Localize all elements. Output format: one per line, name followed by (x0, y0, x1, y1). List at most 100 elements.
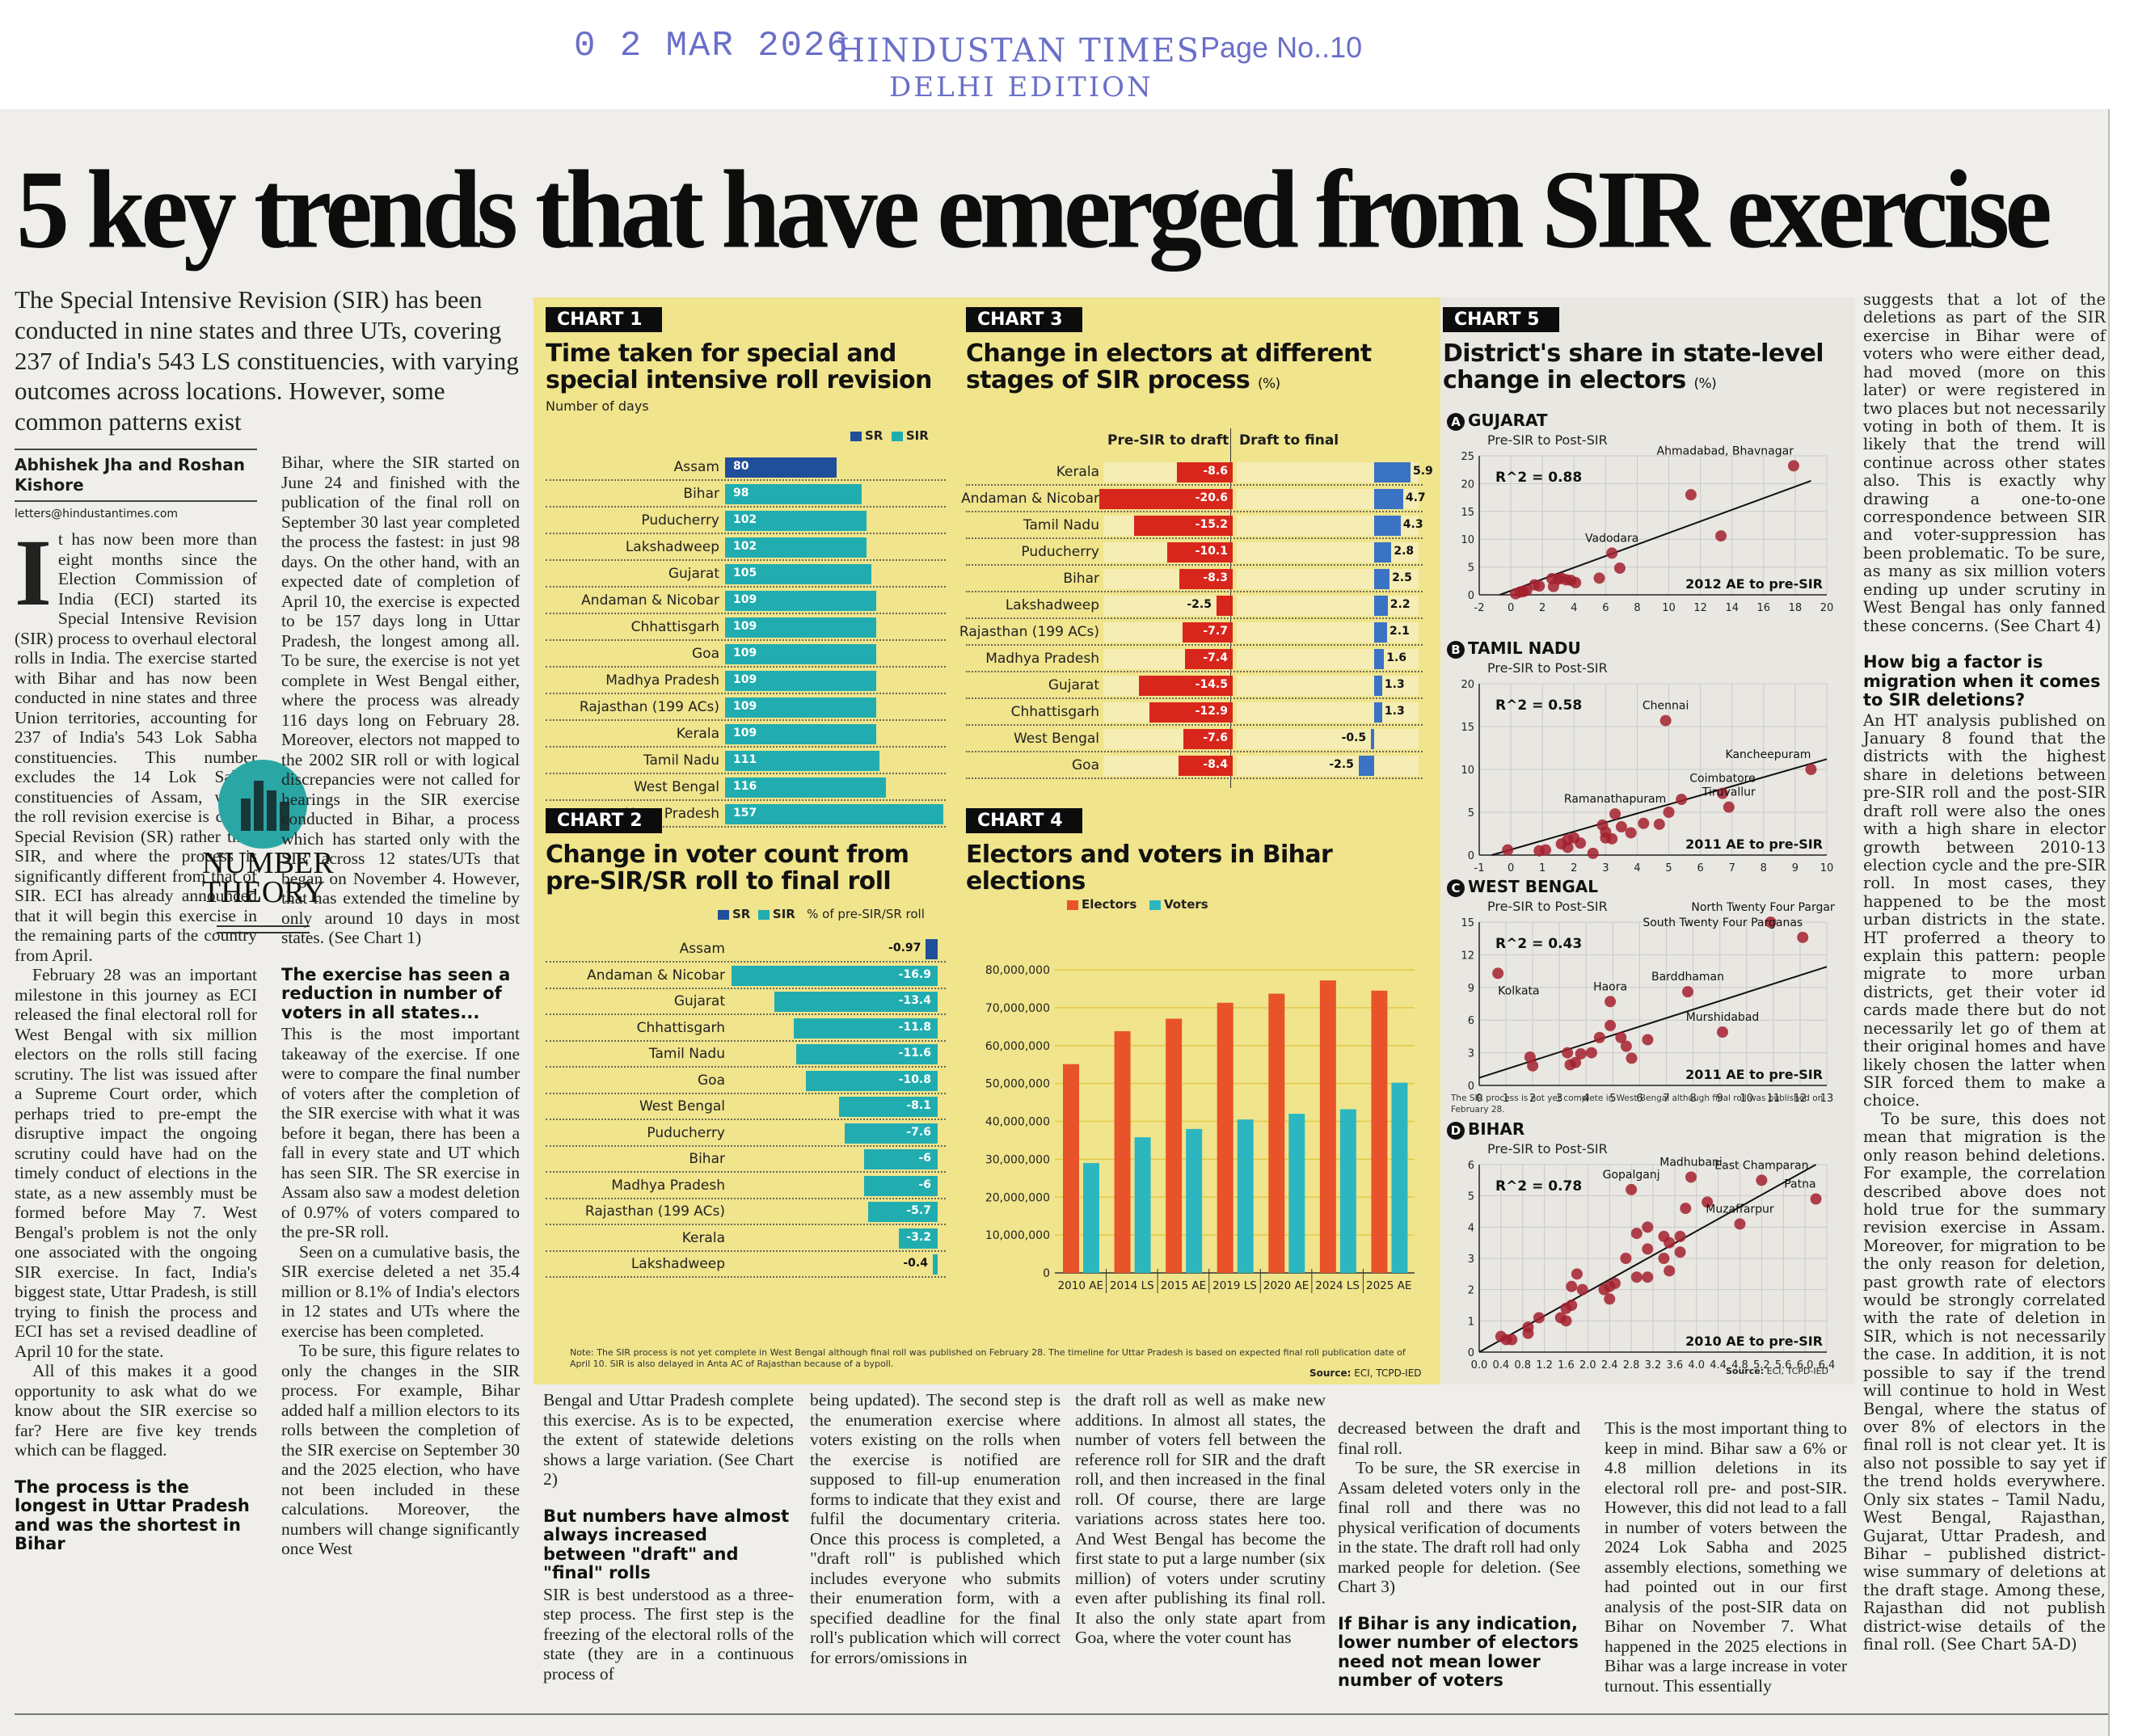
bar (732, 965, 938, 986)
paragraph: To be sure, this does not mean that migr… (1863, 1109, 2106, 1654)
bar-row: Bihar -8.3 2.5 (966, 566, 1423, 592)
body-column-1: I t has now been more than eight months … (15, 525, 257, 1556)
chart-3: CHART 3 Change in electors at different … (966, 307, 1427, 394)
bar-pre-sir-to-draft (1183, 729, 1233, 749)
data-point (1570, 1056, 1582, 1068)
bar-electors (1371, 990, 1388, 1273)
paragraph: February 28 was an important milestone i… (15, 965, 257, 1361)
data-label: -7.4 (1203, 651, 1228, 664)
x-tick-label: 16 (1757, 602, 1771, 614)
state-name: TAMIL NADU (1468, 638, 1581, 658)
state-name: BIHAR (1468, 1119, 1525, 1139)
legend-swatch-sir (891, 431, 903, 441)
point-annotation: Chennai (1643, 700, 1689, 713)
data-point (1566, 1300, 1578, 1311)
category-label: Chhattisgarh (1010, 704, 1099, 720)
x-tick-label: 0.4 (1493, 1359, 1510, 1372)
chart-2: CHART 2 Change in voter count from pre-S… (546, 808, 950, 895)
chart-tag: CHART 2 (546, 808, 662, 833)
x-tick-label: 9 (1792, 862, 1799, 874)
y-tick-label: 1 (1468, 1316, 1474, 1328)
data-label: -20.6 (1195, 491, 1228, 504)
x-tick-label: 2.4 (1601, 1359, 1618, 1372)
bar-track (1237, 596, 1419, 616)
y-tick-label: 40,000,000 (985, 1116, 1050, 1129)
data-point (1506, 1334, 1518, 1346)
data-point (1575, 837, 1587, 849)
x-axis-title: 2011 AE to pre-SIR (1685, 1067, 1823, 1082)
body-column-7: This is the most important thing to keep… (1605, 1418, 1847, 1696)
x-tick-label: 2024 LS (1315, 1279, 1360, 1292)
x-tick-label: 10 (1662, 602, 1676, 614)
y-tick-label: 15 (1461, 722, 1474, 734)
data-point (1593, 1031, 1605, 1043)
sub-chart-heading: D BIHAR (1447, 1119, 1524, 1140)
data-point (1787, 460, 1799, 472)
bar-voters (1237, 1119, 1254, 1273)
bar (795, 1044, 938, 1064)
bar-voters (1134, 1137, 1151, 1273)
sub-chart-heading: B TAMIL NADU (1447, 638, 1581, 659)
x-tick-label: 14 (1725, 602, 1739, 614)
y-tick-label: 10 (1461, 534, 1474, 546)
paragraph: SIR is best understood as a three-step p… (543, 1584, 794, 1683)
bar-row: Tamil Nadu -15.2 4.3 (966, 512, 1423, 539)
data-point (1613, 562, 1626, 574)
data-label: -13.4 (898, 994, 931, 1007)
bar-row: Goa 109 (546, 641, 946, 668)
author-email[interactable]: letters@hindustantimes.com (15, 508, 179, 520)
y-tick-label: 4 (1468, 1222, 1474, 1234)
panel-badge: D (1447, 1121, 1465, 1140)
data-point (1734, 1218, 1746, 1230)
data-point (1492, 967, 1504, 980)
data-point (1810, 1193, 1822, 1205)
chart-tag: CHART 3 (966, 307, 1082, 332)
point-annotation: Muzaffarpur (1706, 1203, 1774, 1216)
data-point (1626, 1052, 1638, 1064)
point-annotation: East Champaran (1714, 1159, 1808, 1172)
data-point (1653, 818, 1665, 830)
data-label: -5.7 (906, 1204, 931, 1217)
x-tick-label: 5 (1665, 862, 1672, 874)
chart-2-legend: SR SIR % of pre-SIR/SR roll (718, 907, 925, 921)
bar-draft-to-final (1358, 756, 1374, 776)
data-label: -11.6 (898, 1047, 931, 1060)
category-label: Bihar (689, 1151, 725, 1167)
y-tick-label: 10,000,000 (985, 1229, 1050, 1242)
data-label: 98 (733, 487, 749, 499)
x-tick-label: 5.6 (1775, 1359, 1792, 1372)
y-tick-label: 6 (1468, 1015, 1474, 1027)
category-label: Puducherry (641, 512, 719, 529)
data-label: -11.8 (898, 1020, 931, 1034)
paragraph: the draft roll as well as make new addit… (1075, 1390, 1326, 1647)
body-column-8: suggests that a lot of the deletions as … (1863, 290, 2106, 1654)
category-label: Kerala (676, 726, 719, 742)
category-label: Puducherry (647, 1124, 725, 1141)
y-tick-label: 9 (1468, 983, 1474, 995)
bar (725, 591, 877, 611)
category-label: Bihar (683, 486, 719, 502)
bar (898, 1228, 938, 1249)
date-stamp: 0 2 MAR 2026 (574, 26, 850, 66)
bar (725, 724, 877, 744)
x-tick-label: 2 (1529, 1093, 1536, 1105)
bar (838, 1097, 938, 1117)
data-label: 5.9 (1413, 465, 1433, 478)
headline: 5 key trends that have emerged from SIR … (16, 146, 2052, 272)
data-point (1638, 817, 1650, 829)
chart-tag: CHART 5 (1443, 307, 1559, 332)
data-point (1642, 1034, 1654, 1046)
bar-draft-to-final (1374, 622, 1388, 643)
sub-chart-heading: A GUJARAT (1447, 411, 1548, 431)
paragraph: being updated). The second step is the e… (810, 1390, 1061, 1667)
bar-draft-to-final (1374, 676, 1382, 696)
paragraph: suggests that a lot of the deletions as … (1863, 290, 2106, 635)
data-label: -16.9 (898, 967, 931, 981)
section-heading: But numbers have almost always increased… (543, 1506, 790, 1583)
bar-row: Andaman & Nicobar 109 (546, 588, 946, 614)
y-tick-label: 5 (1468, 1191, 1474, 1203)
bar (725, 804, 943, 824)
chart-4-legend: Electors Voters (1067, 897, 1208, 912)
bar (725, 457, 837, 478)
y-tick-label: 15 (1461, 917, 1474, 929)
